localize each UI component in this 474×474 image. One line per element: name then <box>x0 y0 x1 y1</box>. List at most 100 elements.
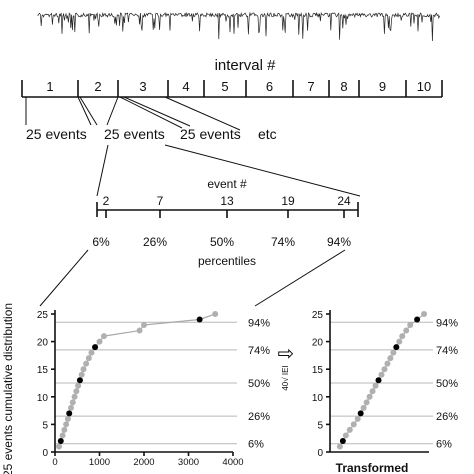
data-point <box>212 311 219 317</box>
y-tick-label-20: 20 <box>312 338 324 349</box>
percentile-point <box>76 377 83 384</box>
data-point <box>85 355 92 362</box>
percentile-point <box>57 437 64 444</box>
data-point <box>100 333 107 340</box>
data-point <box>136 327 143 334</box>
data-point <box>80 366 87 373</box>
data-point <box>350 421 357 428</box>
data-point <box>369 388 376 395</box>
data-point <box>378 371 385 378</box>
data-point <box>407 322 414 329</box>
link-line-right <box>254 249 346 307</box>
zoom-line-right <box>164 144 361 197</box>
left-plot-ylabel: 25 events cumulative distribution <box>1 303 15 474</box>
y-tick-label-10: 10 <box>37 393 49 404</box>
percentile-label-4: 94% <box>248 317 270 329</box>
data-point <box>346 426 353 433</box>
event-tick-label-2: 2 <box>103 194 110 208</box>
data-point <box>83 360 90 367</box>
event-percent-4: 94% <box>327 235 351 249</box>
data-point <box>366 393 373 400</box>
interval-label-2: 2 <box>94 79 101 94</box>
y-tick-label-15: 15 <box>312 365 324 376</box>
events-label-3: 25 events <box>180 126 241 142</box>
y-tick-label-20: 20 <box>37 338 49 349</box>
data-point <box>73 388 80 395</box>
percentile-label-2: 50% <box>248 378 270 390</box>
percentiles-label: percentiles <box>198 254 256 268</box>
interval-label-5: 5 <box>221 79 228 94</box>
link-line-left <box>39 249 89 307</box>
data-point <box>61 426 68 433</box>
data-point <box>71 393 78 400</box>
event-percent-1: 26% <box>143 235 167 249</box>
data-point <box>78 371 85 378</box>
x-tick-label-4000: 4000 <box>222 457 243 468</box>
data-point <box>59 432 66 439</box>
interval-label-7: 7 <box>307 79 314 94</box>
percentile-point <box>375 377 382 384</box>
events-label-etc: etc <box>258 126 277 142</box>
x-tick-label-3000: 3000 <box>178 457 199 468</box>
interval-label-6: 6 <box>266 79 273 94</box>
x-tick-label-0: 0 <box>52 457 57 468</box>
y-tick-label-25: 25 <box>312 310 324 321</box>
interval-label-1: 1 <box>46 79 53 94</box>
event-axis-title: event # <box>207 177 247 191</box>
transform-label: 40√ IEI <box>281 365 290 390</box>
percentile-point <box>357 410 364 417</box>
y-tick-label-25: 25 <box>37 310 49 321</box>
percentile-point <box>393 344 400 351</box>
data-point <box>336 443 343 450</box>
event-percent-2: 50% <box>210 235 234 249</box>
data-point <box>56 443 63 450</box>
percentile-label-3: 74% <box>436 345 458 357</box>
percentile-label-1: 26% <box>436 411 458 423</box>
zoom-line-left <box>96 144 109 197</box>
data-point <box>75 382 82 389</box>
y-tick-label-10: 10 <box>312 393 324 404</box>
percentile-point <box>196 316 203 323</box>
data-point <box>384 360 391 367</box>
percentile-point <box>66 410 73 417</box>
events-label-1: 25 events <box>26 126 87 142</box>
data-point <box>372 382 379 389</box>
event-percent-3: 74% <box>271 235 295 249</box>
percentile-label-4: 94% <box>436 317 458 329</box>
percentile-label-0: 6% <box>436 439 452 451</box>
event-percent-0: 6% <box>92 235 110 249</box>
spike-trace <box>37 11 440 42</box>
interval-label-8: 8 <box>340 79 347 94</box>
percentile-point <box>339 437 346 444</box>
event-tick-label-19: 19 <box>281 194 295 208</box>
interval-label-4: 4 <box>182 79 189 94</box>
data-point <box>399 333 406 340</box>
right-plot: 6% 26% 50% 74% 94% 0 5 10 15 20 25 <box>312 310 458 459</box>
percentile-point <box>414 316 421 323</box>
data-point <box>64 415 71 422</box>
y-tick-label-15: 15 <box>37 365 49 376</box>
interval-label-9: 9 <box>379 79 386 94</box>
interval-label-3: 3 <box>139 79 146 94</box>
percentile-point <box>92 344 99 351</box>
y-tick-label-0: 0 <box>42 448 48 459</box>
data-point <box>390 349 397 356</box>
group-connectors <box>25 96 241 131</box>
spike-trace-path <box>37 11 440 42</box>
y-tick-label-5: 5 <box>317 420 323 431</box>
data-point <box>68 404 75 411</box>
x-tick-label-2000: 2000 <box>133 457 154 468</box>
data-point <box>363 399 370 406</box>
interval-label-10: 10 <box>417 79 431 94</box>
data-point <box>403 327 410 334</box>
events-label-2: 25 events <box>104 126 165 142</box>
transform-arrow-icon: ⇨ <box>278 343 295 365</box>
percentile-label-2: 50% <box>436 378 458 390</box>
percentile-label-0: 6% <box>248 439 264 451</box>
data-point <box>387 355 394 362</box>
data-point <box>141 322 147 329</box>
data-point <box>88 349 95 356</box>
interval-labels: 1 2 3 4 5 6 7 8 9 10 <box>46 79 431 94</box>
